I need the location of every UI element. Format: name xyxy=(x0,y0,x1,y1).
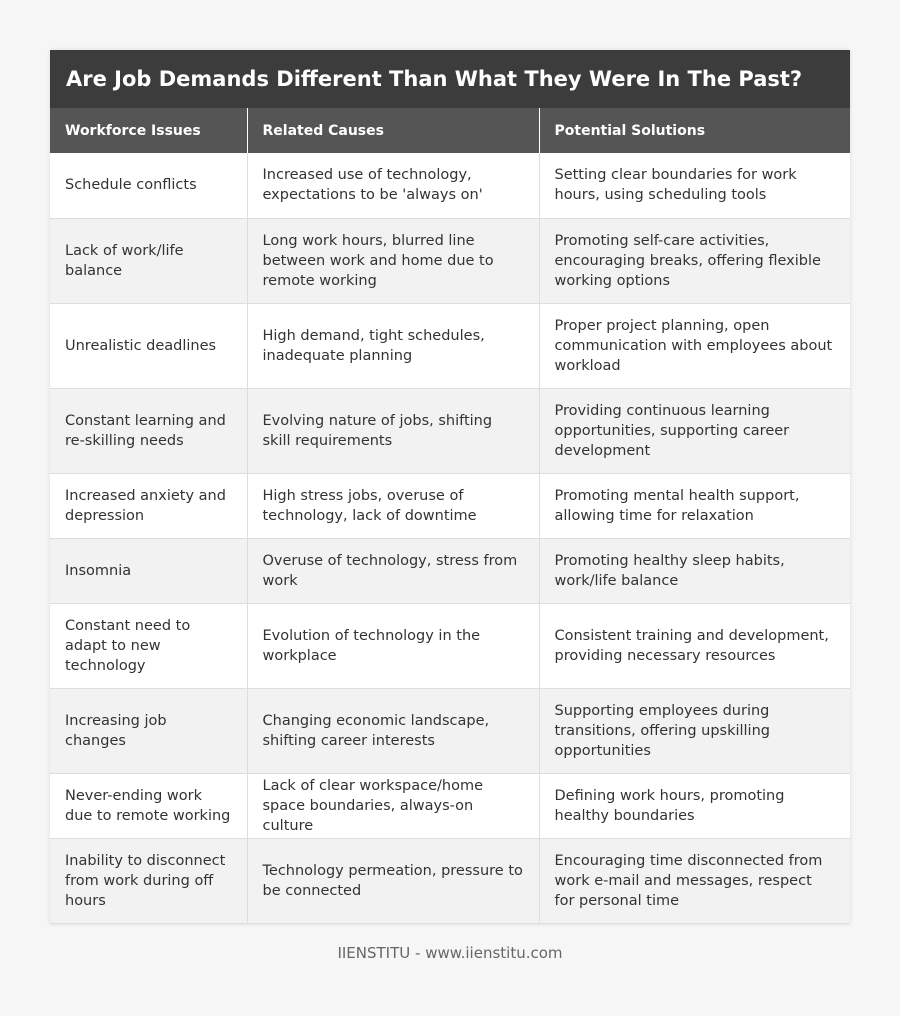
table-row: Inability to disconnect from work during… xyxy=(50,838,850,924)
column-header-potential-solutions: Potential Solutions xyxy=(539,108,850,153)
table-cell-cause: Evolving nature of jobs, shifting skill … xyxy=(247,388,540,474)
table-cell-solution: Providing continuous learning opportunit… xyxy=(539,388,850,474)
table-cell-solution: Encouraging time disconnected from work … xyxy=(539,838,850,924)
table-cell-issue: Increased anxiety and depression xyxy=(50,473,248,539)
table-cell-solution: Promoting mental health support, allowin… xyxy=(539,473,850,539)
page-title: Are Job Demands Different Than What They… xyxy=(66,67,803,91)
column-header-workforce-issues: Workforce Issues xyxy=(50,108,248,153)
table-cell-issue: Schedule conflicts xyxy=(50,153,248,219)
table-cell-cause: High stress jobs, overuse of technology,… xyxy=(247,473,540,539)
table-cell-issue: Constant need to adapt to new technology xyxy=(50,603,248,689)
table-cell-issue: Constant learning and re-skilling needs xyxy=(50,388,248,474)
table-row: Lack of work/life balance Long work hour… xyxy=(50,218,850,304)
table-cell-solution: Promoting self-care activities, encourag… xyxy=(539,218,850,304)
table-cell-solution: Setting clear boundaries for work hours,… xyxy=(539,153,850,219)
table-cell-solution: Supporting employees during transitions,… xyxy=(539,688,850,774)
table-row: Never-ending work due to remote working … xyxy=(50,773,850,839)
issues-table: Workforce Issues Related Causes Potentia… xyxy=(50,108,850,924)
table-cell-cause: Evolution of technology in the workplace xyxy=(247,603,540,689)
table-row: Constant learning and re-skilling needs … xyxy=(50,388,850,474)
table-cell-cause: High demand, tight schedules, inadequate… xyxy=(247,303,540,389)
table-row: Unrealistic deadlines High demand, tight… xyxy=(50,303,850,389)
table-row: Constant need to adapt to new technology… xyxy=(50,603,850,689)
table-card: Are Job Demands Different Than What They… xyxy=(50,50,850,924)
table-cell-solution: Proper project planning, open communicat… xyxy=(539,303,850,389)
table-cell-cause: Lack of clear workspace/home space bound… xyxy=(247,773,540,839)
table-cell-cause: Long work hours, blurred line between wo… xyxy=(247,218,540,304)
table-row: Insomnia Overuse of technology, stress f… xyxy=(50,538,850,604)
table-cell-cause: Overuse of technology, stress from work xyxy=(247,538,540,604)
table-cell-issue: Lack of work/life balance xyxy=(50,218,248,304)
table-cell-issue: Inability to disconnect from work during… xyxy=(50,838,248,924)
table-cell-cause: Increased use of technology, expectation… xyxy=(247,153,540,219)
table-cell-issue: Insomnia xyxy=(50,538,248,604)
footer-credit: IIENSTITU - www.iienstitu.com xyxy=(337,944,563,962)
table-cell-issue: Unrealistic deadlines xyxy=(50,303,248,389)
table-cell-issue: Never-ending work due to remote working xyxy=(50,773,248,839)
title-bar: Are Job Demands Different Than What They… xyxy=(50,50,850,108)
table-cell-solution: Defining work hours, promoting healthy b… xyxy=(539,773,850,839)
table-cell-issue: Increasing job changes xyxy=(50,688,248,774)
table-cell-cause: Changing economic landscape, shifting ca… xyxy=(247,688,540,774)
table-row: Increasing job changes Changing economic… xyxy=(50,688,850,774)
table-cell-cause: Technology permeation, pressure to be co… xyxy=(247,838,540,924)
table-row: Schedule conflicts Increased use of tech… xyxy=(50,153,850,219)
table-cell-solution: Consistent training and development, pro… xyxy=(539,603,850,689)
column-header-related-causes: Related Causes xyxy=(247,108,540,153)
table-row: Increased anxiety and depression High st… xyxy=(50,473,850,539)
table-header-row: Workforce Issues Related Causes Potentia… xyxy=(50,108,850,153)
table-cell-solution: Promoting healthy sleep habits, work/lif… xyxy=(539,538,850,604)
